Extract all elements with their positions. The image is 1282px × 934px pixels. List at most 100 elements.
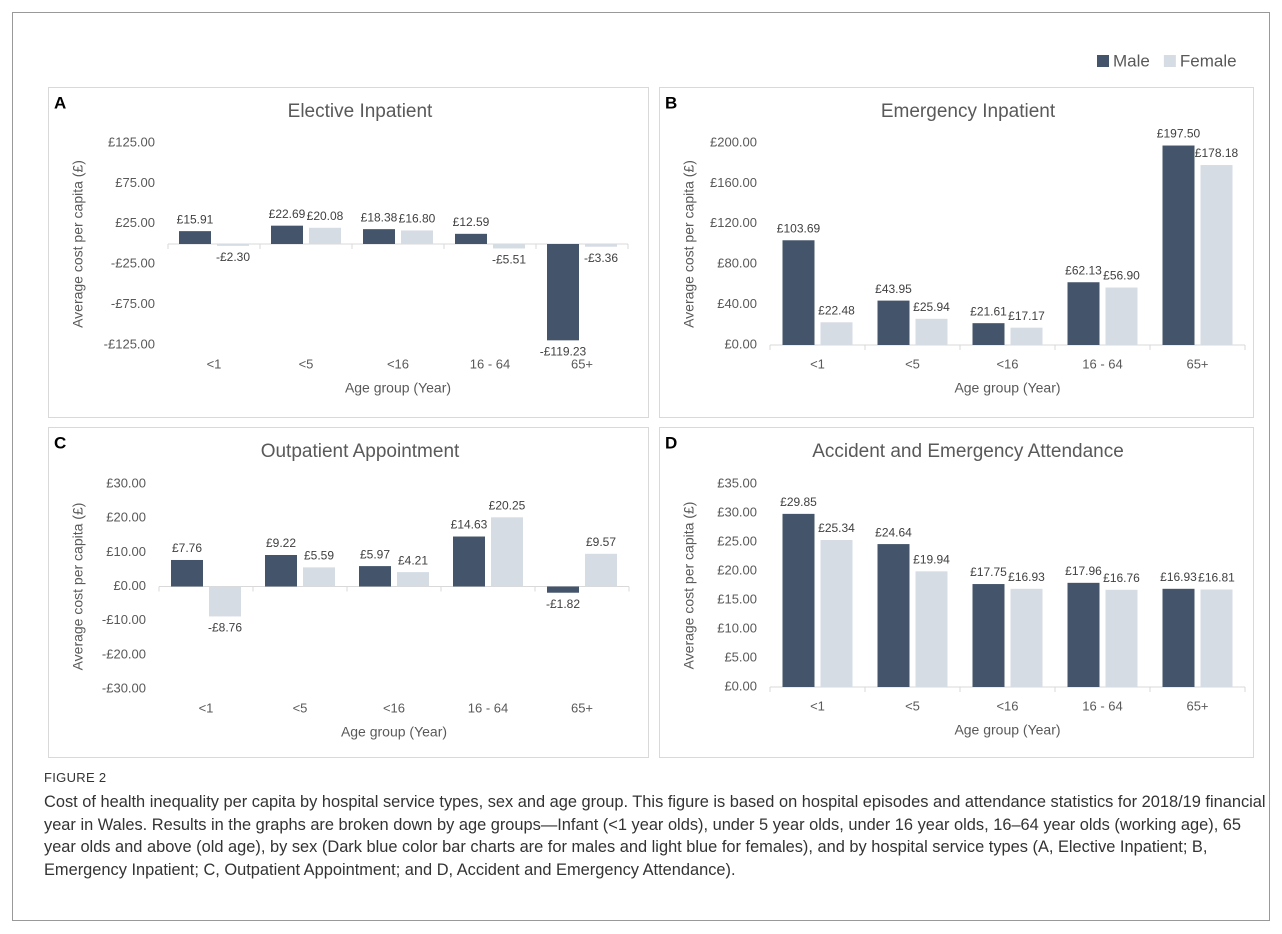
y-tick-label: £25.00 [717, 533, 757, 548]
y-tick-label: -£75.00 [111, 296, 155, 311]
y-tick-label: £5.00 [724, 649, 757, 664]
chart-title: Elective Inpatient [288, 101, 433, 122]
panel-letter: A [54, 93, 66, 112]
panel-border [659, 427, 1254, 758]
x-tick-label: <1 [199, 700, 214, 715]
bar [309, 227, 341, 244]
y-axis-label: Average cost per capita (£) [70, 160, 86, 328]
bar [179, 231, 211, 244]
value-label: £197.50 [1157, 127, 1201, 141]
y-tick-label: £120.00 [710, 215, 757, 230]
value-label: £17.75 [970, 565, 1007, 579]
value-label: £12.59 [453, 215, 490, 229]
value-label: £178.18 [1195, 146, 1239, 160]
legend-swatch [1163, 55, 1176, 67]
x-tick-label: 65+ [1186, 698, 1208, 713]
value-label: £17.17 [1008, 309, 1045, 323]
y-tick-label: £0.00 [113, 578, 146, 593]
y-tick-label: £80.00 [717, 256, 757, 271]
y-tick-label: -£30.00 [102, 680, 146, 695]
value-label: £16.81 [1198, 571, 1235, 585]
y-tick-label: £20.00 [106, 510, 146, 525]
legend-swatch [1097, 55, 1109, 67]
y-tick-label: -£25.00 [111, 256, 155, 271]
value-label: £16.76 [1103, 571, 1140, 585]
legend-label: Male [1113, 51, 1150, 70]
bar [453, 536, 485, 587]
bar [493, 244, 525, 249]
x-tick-label: <1 [810, 356, 825, 371]
panel-letter: C [54, 433, 66, 452]
y-axis-label: Average cost per capita (£) [70, 503, 86, 671]
y-tick-label: £30.00 [717, 504, 757, 519]
value-label: £16.80 [399, 212, 436, 226]
y-tick-label: £10.00 [106, 544, 146, 559]
x-tick-label: 16 - 64 [1082, 698, 1122, 713]
value-label: £21.61 [970, 304, 1007, 318]
caption-label: FIGURE 2 [44, 770, 107, 785]
x-axis-label: Age group (Year) [345, 380, 451, 396]
value-label: £16.93 [1160, 570, 1197, 584]
y-axis-label: Average cost per capita (£) [681, 502, 697, 670]
bar [455, 233, 487, 244]
value-label: £18.38 [361, 210, 398, 224]
y-tick-label: £40.00 [717, 296, 757, 311]
bar [303, 567, 335, 587]
value-label: £19.94 [913, 553, 950, 567]
bar [171, 559, 203, 587]
chart-title: Accident and Emergency Attendance [812, 441, 1124, 462]
panel-border [48, 427, 649, 758]
bar [1200, 165, 1233, 345]
x-tick-label: <16 [996, 698, 1018, 713]
y-tick-label: £25.00 [115, 215, 155, 230]
value-label: £25.94 [913, 300, 950, 314]
x-tick-label: <1 [810, 698, 825, 713]
panel-letter: D [665, 433, 677, 452]
x-tick-label: 16 - 64 [468, 700, 508, 715]
value-label: £25.34 [818, 521, 855, 535]
x-tick-label: <5 [299, 356, 314, 371]
y-tick-label: £15.00 [717, 591, 757, 606]
panel-letter: B [665, 93, 677, 112]
bar [547, 244, 579, 341]
bar [1067, 582, 1100, 687]
x-tick-label: <5 [293, 700, 308, 715]
value-label: -£1.82 [546, 597, 580, 611]
bar [209, 586, 241, 617]
bar [1105, 589, 1138, 687]
value-label: £16.93 [1008, 570, 1045, 584]
bar [877, 300, 910, 345]
y-tick-label: £125.00 [108, 134, 155, 149]
x-axis-label: Age group (Year) [954, 380, 1060, 396]
value-label: £4.21 [398, 553, 428, 567]
x-tick-label: 16 - 64 [1082, 356, 1122, 371]
value-label: £5.97 [360, 547, 390, 561]
bar [1105, 287, 1138, 345]
x-tick-label: <16 [383, 700, 405, 715]
value-label: £22.48 [818, 303, 855, 317]
figure-border [12, 12, 1270, 921]
bar [1010, 588, 1043, 687]
y-tick-label: £10.00 [717, 620, 757, 635]
y-tick-label: £30.00 [106, 475, 146, 490]
bar [782, 513, 815, 687]
value-label: £20.25 [489, 498, 526, 512]
bar [782, 240, 815, 345]
bar [1162, 145, 1195, 345]
y-tick-label: -£125.00 [104, 336, 155, 351]
bar [359, 566, 391, 587]
x-axis-label: Age group (Year) [954, 722, 1060, 738]
bar [491, 517, 523, 587]
panel-border [659, 87, 1254, 418]
y-tick-label: £0.00 [724, 678, 757, 693]
value-label: £9.22 [266, 536, 296, 550]
value-label: £5.59 [304, 549, 334, 563]
value-label: -£5.51 [492, 253, 526, 267]
bar [1010, 327, 1043, 345]
caption: FIGURE 2 Cost of health inequality per c… [44, 770, 1266, 881]
x-tick-label: 65+ [571, 700, 593, 715]
x-tick-label: <5 [905, 356, 920, 371]
bar [397, 572, 429, 587]
